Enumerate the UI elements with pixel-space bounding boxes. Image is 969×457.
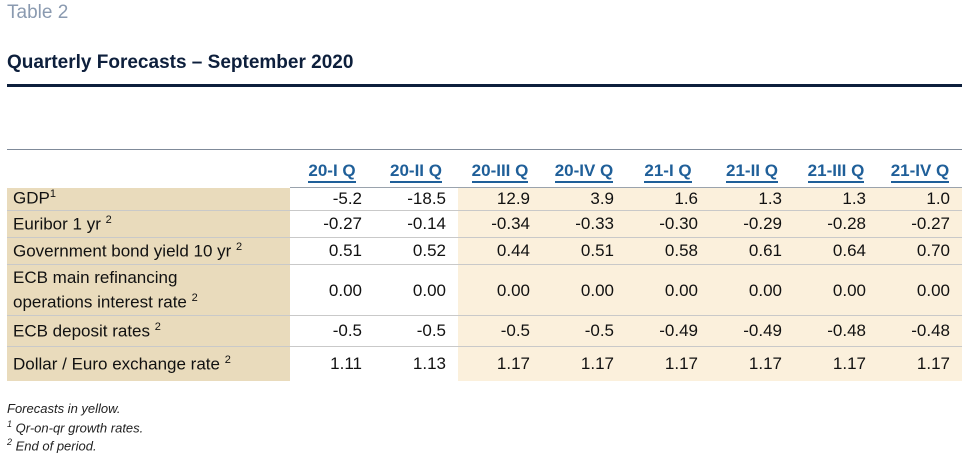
table-cell: -0.49 [626, 315, 710, 347]
row-label: GDP1 [7, 187, 290, 211]
table-cell: -5.2 [290, 187, 374, 211]
footnote-1: 1 Qr-on-qr growth rates. [7, 419, 144, 436]
table-cell: 1.17 [878, 346, 962, 381]
table-cell: 1.17 [542, 346, 626, 381]
column-header: 21-IV Q [878, 155, 962, 188]
table-cell: -0.14 [374, 210, 458, 238]
table-cell: 0.00 [374, 264, 458, 316]
column-header: 21-I Q [626, 155, 710, 188]
table-cell: 0.58 [626, 237, 710, 265]
table-cell: 0.61 [710, 237, 794, 265]
table-cell: 0.00 [458, 264, 542, 316]
table-cell: -0.28 [794, 210, 878, 238]
column-header: 21-II Q [710, 155, 794, 188]
table-cell: -0.33 [542, 210, 626, 238]
column-header: 20-III Q [458, 155, 542, 188]
table-cell: 12.9 [458, 187, 542, 211]
footnote-2: 2 End of period. [7, 437, 97, 454]
table-cell: -0.27 [290, 210, 374, 238]
row-label: Dollar / Euro exchange rate 2 [7, 346, 290, 381]
table-cell: 3.9 [542, 187, 626, 211]
table-cell: 0.70 [878, 237, 962, 265]
table-cell: 1.3 [710, 187, 794, 211]
row-label: Government bond yield 10 yr 2 [7, 237, 290, 265]
table-cell: -0.48 [794, 315, 878, 347]
row-label: ECB main refinancing operations interest … [7, 264, 290, 316]
table-cell: 0.00 [794, 264, 878, 316]
table-cell: -0.49 [710, 315, 794, 347]
column-header: 20-II Q [374, 155, 458, 188]
table-row: Euribor 1 yr 2 -0.27 -0.14 -0.34 -0.33 -… [7, 210, 962, 238]
table-cell: 1.17 [710, 346, 794, 381]
title-rule [7, 84, 962, 87]
column-header: 20-IV Q [542, 155, 626, 188]
column-header: 21-III Q [794, 155, 878, 188]
table-cell: 0.64 [794, 237, 878, 265]
footnote-forecast: Forecasts in yellow. [7, 401, 121, 416]
column-header: 20-I Q [290, 155, 374, 188]
table-cell: -18.5 [374, 187, 458, 211]
table-cell: -0.34 [458, 210, 542, 238]
row-label: ECB deposit rates 2 [7, 315, 290, 347]
table-row: Dollar / Euro exchange rate 2 1.11 1.13 … [7, 346, 962, 381]
table-cell: 0.00 [542, 264, 626, 316]
table-cell: -0.5 [542, 315, 626, 347]
table-number: Table 2 [7, 2, 69, 23]
table-cell: 1.17 [626, 346, 710, 381]
table-cell: 0.00 [710, 264, 794, 316]
table-cell: -0.29 [710, 210, 794, 238]
table-cell: 0.00 [290, 264, 374, 316]
table-cell: 1.0 [878, 187, 962, 211]
table-row: ECB deposit rates 2 -0.5 -0.5 -0.5 -0.5 … [7, 315, 962, 347]
table-row: GDP1 -5.2 -18.5 12.9 3.9 1.6 1.3 1.3 1.0 [7, 187, 962, 211]
forecast-table: 20-I Q 20-II Q 20-III Q 20-IV Q 21-I Q 2… [7, 155, 962, 381]
table-cell: 1.13 [374, 346, 458, 381]
table-cell: 0.52 [374, 237, 458, 265]
table-cell: 0.44 [458, 237, 542, 265]
table-top-rule [7, 149, 962, 150]
table-cell: 0.00 [626, 264, 710, 316]
table-cell: 1.17 [794, 346, 878, 381]
table-row: Government bond yield 10 yr 2 0.51 0.52 … [7, 237, 962, 265]
table-cell: 0.51 [542, 237, 626, 265]
table-cell: -0.5 [458, 315, 542, 347]
header-row: 20-I Q 20-II Q 20-III Q 20-IV Q 21-I Q 2… [7, 155, 962, 188]
table-cell: 1.6 [626, 187, 710, 211]
table-title: Quarterly Forecasts – September 2020 [7, 52, 354, 73]
table-cell: 1.17 [458, 346, 542, 381]
table-row: ECB main refinancing operations interest … [7, 264, 962, 316]
table-cell: 0.00 [878, 264, 962, 316]
table-cell: -0.5 [290, 315, 374, 347]
table-cell: -0.5 [374, 315, 458, 347]
table-cell: -0.30 [626, 210, 710, 238]
header-blank [7, 155, 290, 188]
table-cell: 1.11 [290, 346, 374, 381]
row-label: Euribor 1 yr 2 [7, 210, 290, 238]
table-cell: 0.51 [290, 237, 374, 265]
table-cell: -0.48 [878, 315, 962, 347]
table-cell: 1.3 [794, 187, 878, 211]
table-cell: -0.27 [878, 210, 962, 238]
